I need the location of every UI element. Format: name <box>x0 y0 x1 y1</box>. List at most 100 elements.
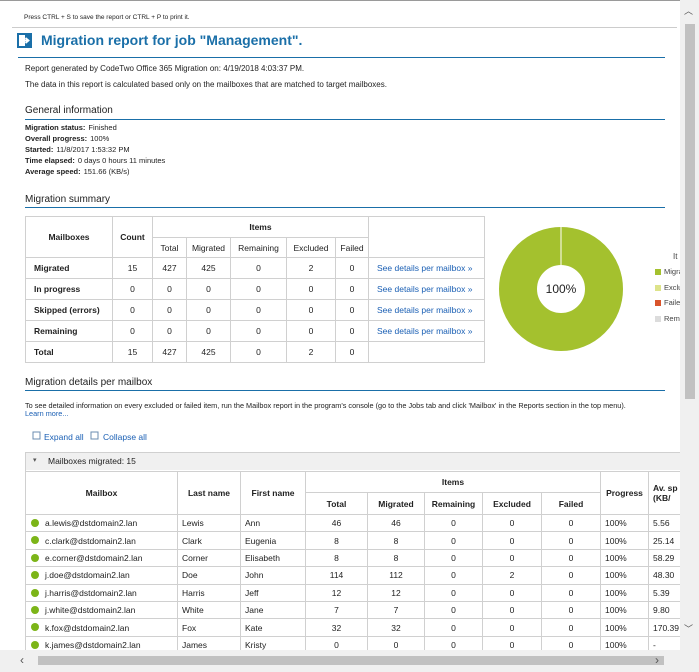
collapse-icon <box>90 431 99 440</box>
table-cell: 7 <box>367 601 425 620</box>
table-cell: 0 <box>424 635 483 650</box>
table-cell: 100% <box>600 601 649 620</box>
vertical-scrollbar[interactable]: ︿ ﹀ <box>680 0 699 650</box>
donut-center-label: 100% <box>546 282 577 296</box>
report-title: Migration report for job "Management". <box>41 32 303 48</box>
report-content: Press CTRL + S to save the report or CTR… <box>0 0 680 650</box>
scroll-down[interactable]: ﹀ <box>684 624 694 634</box>
table-cell: White <box>177 601 241 620</box>
table-cell: 0 <box>541 514 601 533</box>
header-cell: Remaining <box>230 237 287 258</box>
info-label: Time elapsed: <box>25 156 75 165</box>
table-cell: Kristy <box>240 635 306 650</box>
legend-label: Migra <box>664 267 680 276</box>
row-label: Remaining <box>25 320 113 342</box>
mailbox-cell: j.white@dstdomain2.lan <box>25 601 178 620</box>
table-cell: 0 <box>541 635 601 650</box>
table-cell: 2 <box>286 341 336 363</box>
table-cell: 0 <box>230 299 287 321</box>
header-cell: Failed <box>335 237 369 258</box>
table-cell: 0 <box>335 320 369 342</box>
table-cell: 0 <box>186 299 231 321</box>
learn-more-link[interactable]: Learn more... <box>25 409 69 418</box>
table-cell: 0 <box>335 341 369 363</box>
horizontal-scrollbar[interactable]: ‹ › <box>0 650 699 672</box>
row-label: Total <box>25 341 113 363</box>
group-title: Mailboxes migrated: 15 <box>48 456 136 466</box>
table-cell: 0 <box>482 583 542 602</box>
table-cell: 0 <box>541 531 601 550</box>
legend-title: It <box>673 252 678 261</box>
table-cell: 0 <box>541 618 601 637</box>
table-cell: 0 <box>482 548 542 568</box>
section-rule <box>25 207 665 208</box>
table-cell: Corner <box>177 548 241 568</box>
scroll-right[interactable]: › <box>655 653 659 667</box>
table-cell: 58.29 <box>648 548 680 568</box>
header-cell: Remaining <box>424 492 483 515</box>
table-cell: - <box>648 635 680 650</box>
expand-all[interactable]: Expand all <box>44 432 84 442</box>
scroll-up[interactable]: ︿ <box>684 6 694 16</box>
group-toggle[interactable]: ▾ <box>33 457 37 464</box>
donut-svg: 100% <box>499 227 623 351</box>
details-link[interactable]: See details per mailbox » <box>368 278 485 300</box>
table-cell: 0 <box>152 299 187 321</box>
table-cell: 0 <box>424 583 483 602</box>
table-cell: 9.80 <box>648 601 680 620</box>
legend-swatch <box>655 284 661 291</box>
table-cell: 0 <box>424 601 483 620</box>
header-cell: Progress <box>600 471 649 515</box>
table-cell: Ann <box>240 514 306 533</box>
table-cell: 425 <box>186 257 231 279</box>
divider <box>12 27 677 28</box>
table-cell: 7 <box>305 601 368 620</box>
table-cell: 0 <box>541 583 601 602</box>
table-cell: 0 <box>424 531 483 550</box>
table-cell: Elisabeth <box>240 548 306 568</box>
details-link[interactable]: See details per mailbox » <box>368 299 485 321</box>
status-icon <box>31 623 39 632</box>
details-link[interactable]: See details per mailbox » <box>368 257 485 279</box>
row-label: Migrated <box>25 257 113 279</box>
table-cell: 100% <box>600 635 649 650</box>
status-icon <box>31 588 39 597</box>
table-cell: 5.56 <box>648 514 680 533</box>
collapse-all[interactable]: Collapse all <box>103 432 147 442</box>
generated-text: Report generated by CodeTwo Office 365 M… <box>25 64 305 73</box>
table-cell: 0 <box>152 320 187 342</box>
header-cell: Migrated <box>367 492 425 515</box>
table-cell: 32 <box>305 618 368 637</box>
table-cell: 8 <box>367 548 425 568</box>
details-link[interactable]: See details per mailbox » <box>368 320 485 342</box>
legend-swatch <box>655 315 661 322</box>
header-cell: Mailbox <box>25 471 178 515</box>
table-cell: 100% <box>600 548 649 568</box>
table-cell: Clark <box>177 531 241 550</box>
mailbox-cell: j.doe@dstdomain2.lan <box>25 566 178 585</box>
header-cell: Count <box>112 216 153 258</box>
header-cell <box>368 216 485 258</box>
mailbox-cell: k.james@dstdomain2.lan <box>25 635 178 650</box>
scroll-thumb[interactable] <box>38 656 664 665</box>
table-cell: 8 <box>305 548 368 568</box>
mailbox-cell: e.corner@dstdomain2.lan <box>25 548 178 568</box>
scroll-thumb[interactable] <box>685 24 695 399</box>
table-cell: 114 <box>305 566 368 585</box>
legend-label: Faile <box>664 298 680 307</box>
table-cell: 15 <box>112 257 153 279</box>
table-cell: 5.39 <box>648 583 680 602</box>
table-cell: 100% <box>600 618 649 637</box>
table-cell: 2 <box>482 566 542 585</box>
table-cell: 0 <box>286 299 336 321</box>
table-cell: 12 <box>305 583 368 602</box>
header-cell: Excluded <box>482 492 542 515</box>
table-cell: 0 <box>424 514 483 533</box>
scroll-left[interactable]: ‹ <box>20 653 24 667</box>
mailbox-cell: j.harris@dstdomain2.lan <box>25 583 178 602</box>
table-cell: 170.39 <box>648 618 680 637</box>
table-cell: James <box>177 635 241 650</box>
status-icon <box>31 640 39 649</box>
group-header[interactable] <box>26 453 680 470</box>
table-cell: 0 <box>482 531 542 550</box>
